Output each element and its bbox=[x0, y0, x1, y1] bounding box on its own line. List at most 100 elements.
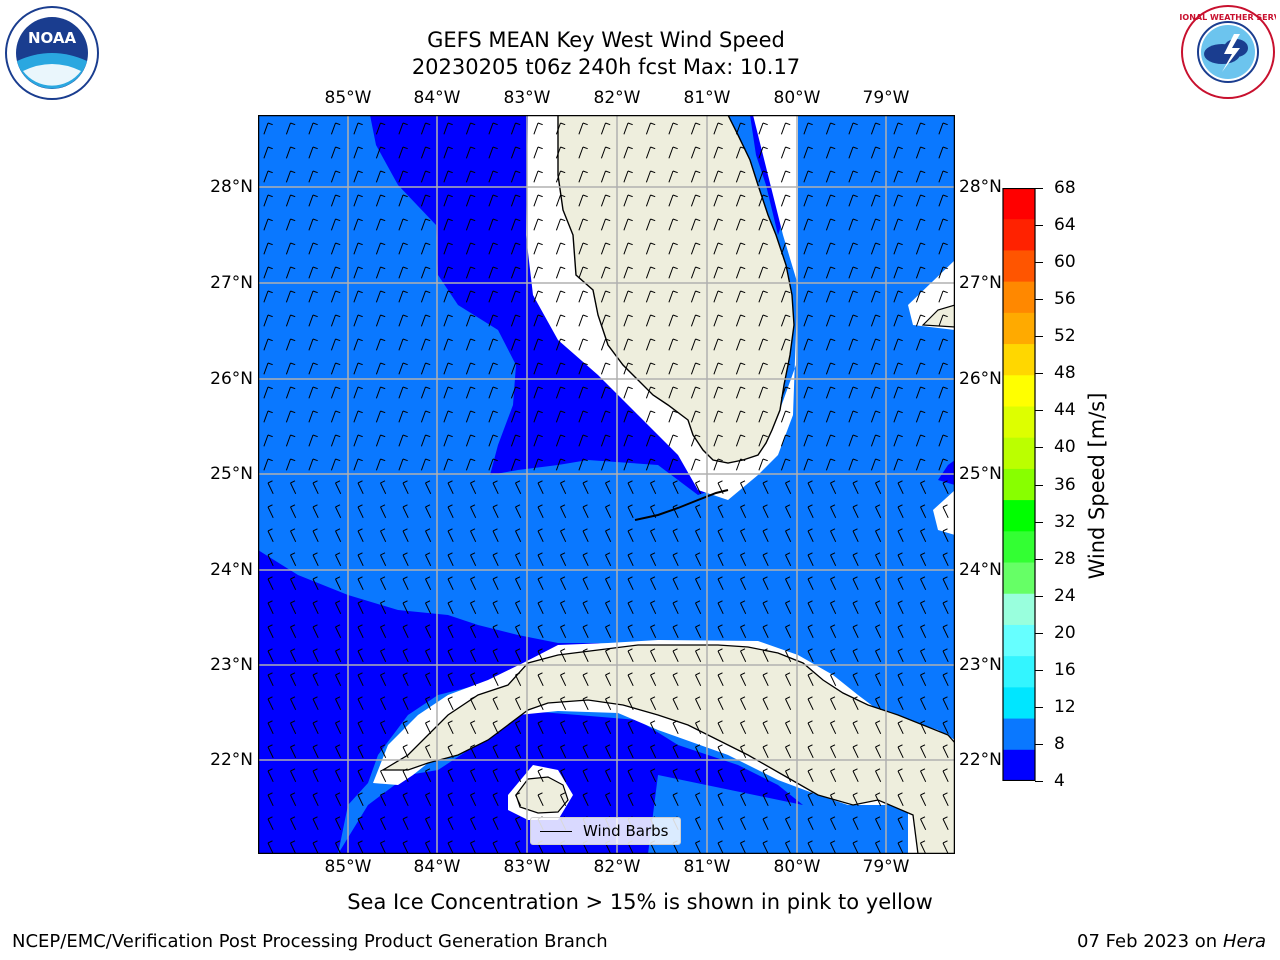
wind-barb bbox=[600, 266, 611, 279]
wind-barb bbox=[830, 600, 837, 615]
wind-barb bbox=[290, 840, 297, 854]
wind-barb bbox=[920, 504, 927, 519]
wind-barb bbox=[447, 576, 454, 591]
wind-barb bbox=[308, 122, 318, 135]
wind-barb bbox=[938, 386, 948, 399]
wind-barb bbox=[290, 504, 297, 519]
wind-barb bbox=[510, 266, 521, 279]
colorbar-tick: 68 bbox=[1054, 178, 1076, 198]
wind-barb bbox=[785, 648, 792, 663]
wind-barb bbox=[263, 386, 273, 399]
wind-barb bbox=[263, 338, 273, 351]
wind-barb bbox=[555, 266, 566, 279]
wind-barb bbox=[582, 480, 589, 495]
wind-barb bbox=[740, 528, 747, 543]
lat-label-left: 23°N bbox=[210, 655, 253, 675]
wind-barb bbox=[897, 480, 904, 495]
wind-barb bbox=[425, 504, 432, 519]
wind-barb bbox=[308, 194, 318, 207]
wind-barb bbox=[492, 720, 499, 735]
wind-barb bbox=[915, 410, 926, 423]
wind-barb bbox=[425, 600, 432, 615]
wind-barb bbox=[735, 338, 746, 351]
wind-barb bbox=[650, 600, 657, 615]
wind-barb bbox=[555, 146, 566, 159]
wind-barb bbox=[848, 170, 858, 183]
wind-barb bbox=[627, 576, 634, 591]
wind-barb bbox=[470, 816, 477, 831]
noaa-logo: NOAA bbox=[5, 6, 99, 100]
wind-barb bbox=[605, 792, 612, 807]
wind-barb bbox=[402, 552, 409, 567]
wind-barb bbox=[402, 528, 409, 543]
wind-barb bbox=[852, 576, 859, 591]
wind-barb bbox=[758, 290, 768, 303]
colorbar-tick-mark bbox=[1035, 558, 1043, 560]
wind-barb bbox=[717, 552, 724, 567]
wind-barb bbox=[875, 576, 882, 591]
wind-barb bbox=[560, 768, 567, 783]
wind-barb bbox=[285, 290, 296, 303]
wind-barb bbox=[515, 480, 522, 495]
wind-barb bbox=[627, 768, 634, 783]
wind-barb bbox=[600, 314, 611, 327]
wind-barb bbox=[942, 504, 949, 519]
wind-barb bbox=[375, 386, 386, 399]
wind-barb bbox=[578, 218, 588, 231]
wind-barb bbox=[600, 218, 611, 231]
wind-barb bbox=[267, 528, 274, 543]
wind-barb bbox=[780, 266, 791, 279]
wind-barb bbox=[807, 480, 814, 495]
wind-barb bbox=[645, 290, 656, 303]
colorbar-tick-mark bbox=[1035, 373, 1043, 375]
wind-barbs-legend: Wind Barbs bbox=[530, 817, 681, 845]
lon-label-top: 81°W bbox=[683, 88, 731, 108]
colorbar-tick-mark bbox=[1035, 743, 1043, 745]
lat-label-right: 24°N bbox=[959, 560, 1002, 580]
wind-barb bbox=[807, 528, 814, 543]
wind-barb bbox=[623, 266, 633, 279]
wind-barb bbox=[290, 696, 297, 711]
wind-barb bbox=[578, 410, 588, 423]
wind-barb bbox=[807, 504, 814, 519]
wind-barb bbox=[308, 434, 318, 447]
wind-barb bbox=[465, 386, 476, 399]
wind-barb bbox=[398, 194, 408, 207]
wind-barb bbox=[852, 528, 859, 543]
wind-barb bbox=[915, 458, 926, 471]
wind-barb bbox=[848, 218, 858, 231]
wind-barb bbox=[578, 194, 588, 207]
wind-barb bbox=[758, 458, 768, 471]
wind-barb bbox=[447, 744, 454, 759]
wind-barb bbox=[533, 338, 543, 351]
wind-barb bbox=[762, 744, 769, 759]
wind-barb bbox=[555, 218, 566, 231]
wind-barb bbox=[938, 170, 948, 183]
wind-barb bbox=[672, 648, 679, 663]
wind-barb bbox=[825, 290, 836, 303]
wind-barb bbox=[785, 840, 792, 854]
wind-barb bbox=[285, 266, 296, 279]
wind-barb bbox=[425, 576, 432, 591]
colorbar-tick-mark bbox=[1035, 706, 1043, 708]
wind-barb bbox=[330, 170, 341, 183]
wind-barb bbox=[690, 194, 701, 207]
wind-barb bbox=[690, 290, 701, 303]
wind-barb bbox=[645, 242, 656, 255]
bahamas-mask-2 bbox=[933, 490, 955, 535]
wind-barb bbox=[425, 840, 432, 854]
wind-barb bbox=[533, 410, 543, 423]
wind-barb bbox=[780, 434, 791, 447]
wind-barb bbox=[627, 792, 634, 807]
wind-barb bbox=[447, 648, 454, 663]
wind-barb bbox=[555, 434, 566, 447]
wind-barb bbox=[942, 552, 949, 567]
wind-barb bbox=[312, 480, 319, 495]
wind-barb bbox=[920, 672, 927, 687]
wind-barb bbox=[380, 576, 387, 591]
noaa-logo-text: NOAA bbox=[28, 29, 77, 47]
wind-barb bbox=[492, 552, 499, 567]
colorbar-tick-mark bbox=[1035, 299, 1043, 301]
wind-barb bbox=[807, 648, 814, 663]
wind-barb bbox=[443, 242, 453, 255]
